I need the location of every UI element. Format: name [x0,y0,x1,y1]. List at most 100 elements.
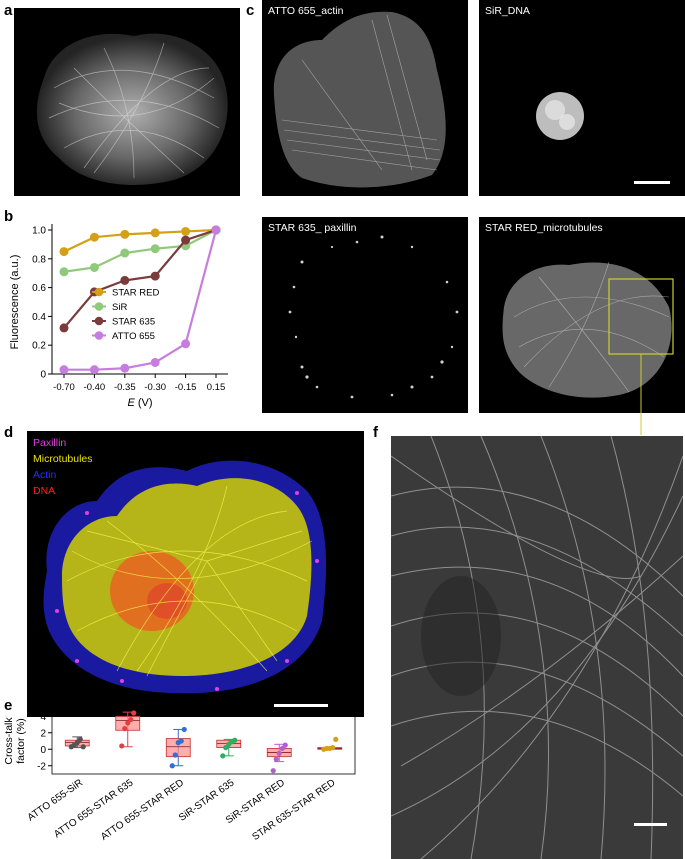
data-point [282,742,288,748]
x-tick-label: -0.30 [144,382,166,393]
data-point [273,756,279,762]
data-point [172,752,178,758]
data-point [181,235,191,245]
panel-label-a: a [4,2,13,19]
data-point [120,248,130,258]
plot-frame [51,707,356,775]
x-tick-label: 0.15 [207,382,226,393]
y-tick-label: -2 [37,761,46,772]
data-point [125,720,131,726]
data-point [150,244,160,254]
data-point [150,228,160,238]
y-tick-label: 2 [40,728,46,739]
data-point [120,229,130,239]
data-point [178,738,184,744]
scale-bar-f [634,823,667,826]
data-point [131,710,137,716]
image-c-actin: ATTO 655_actin [262,0,468,196]
series-line [63,228,217,329]
data-point [150,357,160,367]
data-point [330,745,336,751]
y-tick-label: 1.0 [32,226,46,237]
data-point [89,365,99,375]
panel-label-c: c [246,2,255,19]
x-tick-label: -0.70 [53,382,75,393]
legend-marker [94,316,104,326]
data-point [89,262,99,272]
data-point [80,744,86,750]
y-axis-label: Fluorescence (a.u.) [9,255,21,350]
legend-label: STAR RED [112,288,159,299]
panel-label-f: f [373,424,378,441]
legend-label: STAR 635 [112,317,155,328]
data-point [232,737,238,743]
data-point [279,745,285,752]
scale-bar-d [274,704,328,707]
x-tick-label: -0.40 [84,382,106,393]
data-point [89,232,99,242]
panel-label-b: b [4,208,14,225]
y-axis-label: Cross-talk [3,717,15,765]
data-point [122,726,128,732]
data-point [59,365,69,375]
image-c-microtubules: STAR RED_microtubules [479,217,685,413]
legend-paxillin: Paxillin [33,437,67,449]
x-tick-label: -0.15 [175,382,197,393]
data-point [59,247,69,257]
data-point [59,267,69,277]
image-d-merged: Paxillin Microtubules Actin DNA [27,431,364,717]
image-c-dna: SiR_DNA [479,0,685,196]
scale-bar-c [634,181,670,184]
panel-label-d: d [4,424,14,441]
image-f-zoom [391,436,683,859]
data-point [211,225,221,235]
legend-actin: Actin [33,469,57,481]
series-line [63,228,217,253]
image-label-microtubules: STAR RED_microtubules [485,222,603,234]
y-tick-label: 0 [40,745,46,756]
data-point [128,716,134,723]
chart-b: 0 0.2 0.4 0.6 0.8 1.0 -0.70 -0.40 -0.35 -0.30 -0.1… [9,224,228,409]
legend-microtubules: Microtubules [33,453,93,465]
image-label-paxillin: STAR 635_ paxillin [268,222,357,234]
x-tick-label: ATTO 655-STAR RED [99,777,186,842]
data-point [276,750,282,756]
series-line [64,229,218,371]
data-point [181,226,191,236]
data-point [270,768,276,774]
legend-label: ATTO 655 [112,331,155,342]
data-point [181,726,187,733]
legend-marker [94,302,104,311]
data-point [169,763,175,769]
data-point [120,275,130,285]
data-point [77,736,83,742]
data-point [333,736,339,742]
panel-label-e: e [4,697,13,714]
data-point [181,339,191,349]
x-tick-label: -0.35 [114,382,136,393]
image-label-actin: ATTO 655_actin [268,5,344,17]
image-c-paxillin: STAR 635_ paxillin [262,217,468,413]
y-tick-label: 0 [40,370,46,381]
data-point [150,271,160,281]
x-axis-label: E (V) [127,397,152,409]
image-label-dna: SiR_DNA [485,5,530,17]
y-tick-label: 0.8 [32,254,46,265]
series-line [63,229,217,273]
legend-label: SiR [112,302,127,313]
y-axis-label: factor (%) [15,718,27,764]
x-tick-label: STAR 635-STAR RED [250,777,337,843]
y-tick-label: 4 [40,712,46,723]
image-a-microtubules [14,8,240,196]
data-point [59,323,69,333]
y-tick-label: 0.4 [32,312,46,323]
legend-dna: DNA [33,485,56,497]
data-point [74,740,80,746]
data-point [223,745,229,751]
legend-marker [94,331,104,340]
box [165,738,191,758]
data-point [119,743,125,749]
y-tick-label: 0.2 [32,341,46,352]
